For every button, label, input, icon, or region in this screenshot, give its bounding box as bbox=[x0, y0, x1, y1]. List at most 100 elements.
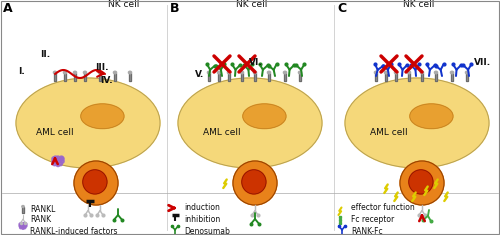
Text: B: B bbox=[170, 2, 179, 15]
Bar bbox=[99, 73, 101, 81]
Circle shape bbox=[20, 226, 22, 229]
Text: III.: III. bbox=[95, 63, 108, 72]
Bar bbox=[22, 207, 24, 213]
Circle shape bbox=[58, 162, 62, 166]
Text: RANK-Fc: RANK-Fc bbox=[351, 227, 382, 235]
Bar bbox=[408, 73, 410, 81]
Circle shape bbox=[19, 223, 22, 225]
Text: VI.: VI. bbox=[249, 58, 263, 67]
Bar bbox=[339, 222, 341, 224]
Bar bbox=[421, 73, 423, 81]
Bar bbox=[451, 73, 453, 81]
Text: effector function: effector function bbox=[351, 204, 415, 212]
Ellipse shape bbox=[243, 104, 286, 129]
Bar bbox=[339, 216, 341, 218]
Circle shape bbox=[22, 225, 24, 227]
Circle shape bbox=[54, 156, 58, 160]
Ellipse shape bbox=[84, 71, 86, 74]
Text: NK cell: NK cell bbox=[236, 0, 268, 9]
Bar bbox=[284, 73, 286, 81]
Ellipse shape bbox=[384, 71, 388, 74]
Text: AML cell: AML cell bbox=[36, 128, 74, 137]
Circle shape bbox=[56, 156, 60, 160]
Bar bbox=[208, 73, 210, 81]
Text: AML cell: AML cell bbox=[370, 128, 408, 137]
Ellipse shape bbox=[374, 71, 378, 74]
Ellipse shape bbox=[98, 71, 102, 74]
Ellipse shape bbox=[345, 78, 489, 168]
Bar bbox=[74, 73, 76, 81]
Ellipse shape bbox=[54, 71, 56, 74]
Circle shape bbox=[52, 159, 56, 163]
Bar bbox=[385, 73, 387, 81]
Bar bbox=[254, 73, 256, 81]
Text: C: C bbox=[337, 2, 346, 15]
Circle shape bbox=[409, 170, 433, 194]
Text: IV.: IV. bbox=[100, 76, 112, 85]
Text: V.: V. bbox=[195, 70, 204, 79]
Circle shape bbox=[54, 158, 58, 161]
Circle shape bbox=[24, 226, 26, 229]
Ellipse shape bbox=[81, 104, 124, 129]
Circle shape bbox=[24, 225, 27, 227]
Bar bbox=[228, 73, 230, 81]
Ellipse shape bbox=[298, 71, 302, 74]
Bar bbox=[268, 73, 270, 81]
Text: NK cell: NK cell bbox=[108, 0, 140, 9]
Bar bbox=[395, 73, 397, 81]
Text: AML cell: AML cell bbox=[203, 128, 241, 137]
Bar bbox=[421, 73, 423, 81]
Bar bbox=[64, 73, 66, 81]
Bar bbox=[284, 73, 286, 81]
Bar bbox=[254, 73, 256, 81]
Text: RANKL-induced factors: RANKL-induced factors bbox=[30, 227, 118, 235]
Circle shape bbox=[22, 223, 24, 225]
Circle shape bbox=[24, 223, 26, 226]
Ellipse shape bbox=[408, 71, 410, 74]
Ellipse shape bbox=[22, 206, 24, 208]
Ellipse shape bbox=[178, 78, 322, 168]
Ellipse shape bbox=[64, 71, 66, 74]
Bar bbox=[375, 73, 377, 81]
Circle shape bbox=[242, 170, 266, 194]
Bar bbox=[408, 73, 410, 81]
Ellipse shape bbox=[240, 71, 244, 74]
Ellipse shape bbox=[466, 71, 468, 74]
Bar bbox=[84, 73, 86, 81]
Ellipse shape bbox=[434, 71, 438, 74]
Text: Denosumab: Denosumab bbox=[184, 227, 230, 235]
Bar bbox=[435, 73, 437, 81]
Bar bbox=[74, 73, 76, 81]
Bar bbox=[208, 73, 210, 81]
Text: RANKL: RANKL bbox=[30, 204, 56, 214]
Bar bbox=[299, 73, 301, 81]
Bar bbox=[385, 73, 387, 81]
Ellipse shape bbox=[268, 71, 270, 74]
Circle shape bbox=[60, 157, 64, 161]
Bar bbox=[54, 73, 56, 81]
Circle shape bbox=[56, 159, 60, 163]
Circle shape bbox=[58, 158, 62, 161]
Bar bbox=[339, 219, 341, 221]
Text: A: A bbox=[3, 2, 13, 15]
Ellipse shape bbox=[450, 71, 454, 74]
Ellipse shape bbox=[254, 71, 256, 74]
Ellipse shape bbox=[74, 71, 76, 74]
Circle shape bbox=[74, 161, 118, 205]
Text: RANK: RANK bbox=[30, 215, 51, 223]
Bar bbox=[466, 73, 468, 81]
Circle shape bbox=[400, 161, 444, 205]
Bar bbox=[435, 73, 437, 81]
Text: I.: I. bbox=[18, 67, 25, 76]
Bar bbox=[299, 73, 301, 81]
Bar bbox=[129, 73, 131, 81]
Bar bbox=[114, 73, 116, 81]
Bar bbox=[218, 73, 220, 81]
Text: II.: II. bbox=[40, 50, 50, 59]
Bar bbox=[64, 73, 66, 81]
Circle shape bbox=[56, 163, 60, 167]
Text: NK cell: NK cell bbox=[404, 0, 434, 9]
Bar bbox=[268, 73, 270, 81]
Circle shape bbox=[60, 159, 64, 163]
Ellipse shape bbox=[218, 71, 220, 74]
